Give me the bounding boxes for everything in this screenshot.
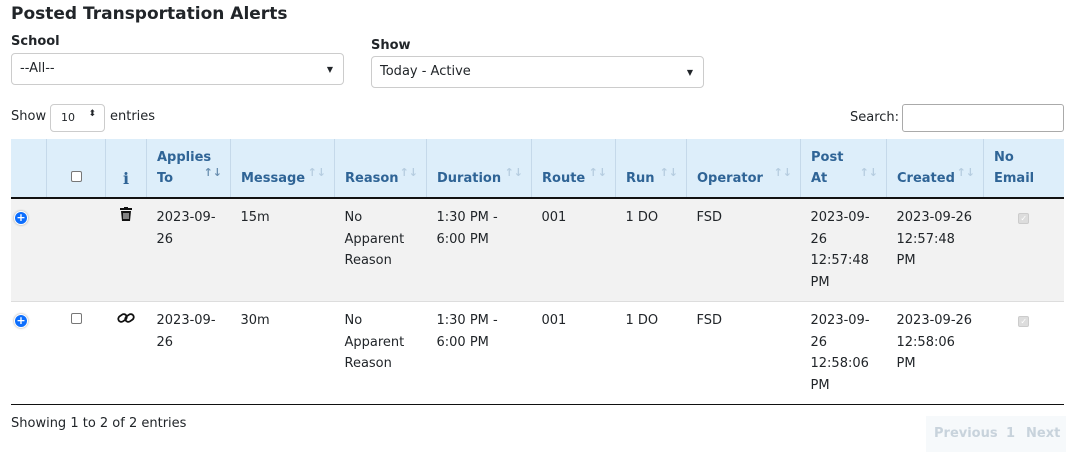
length-entries-label: entries <box>110 109 156 124</box>
reason: No Apparent Reason <box>334 198 427 302</box>
run: 1 DO <box>615 301 687 405</box>
col-label: Message <box>241 171 306 186</box>
previous-button[interactable]: Previous <box>926 416 1006 452</box>
message: 15m <box>230 198 335 302</box>
col-duration[interactable]: Duration ↑↓ <box>426 139 532 199</box>
table-row: + 2023-09-26 15m No Apparent Reason 1:30… <box>11 198 1064 302</box>
col-created[interactable]: Created ↑↓ <box>886 139 984 199</box>
sort-icon: ↑↓ <box>203 166 222 179</box>
expand-header <box>11 139 47 199</box>
col-label: Reason <box>345 171 399 186</box>
col-label: No Email <box>994 150 1035 186</box>
operator: FSD <box>686 198 801 302</box>
col-label: Operator <box>697 171 763 186</box>
post-at: 2023-09-26 12:58:06 PM <box>800 301 887 405</box>
sort-icon: ↑↓ <box>659 166 678 179</box>
show-label: Show <box>371 38 411 53</box>
select-all-header <box>46 139 106 199</box>
sort-icon: ↑↓ <box>588 166 607 179</box>
sort-icon: ↑↓ <box>504 166 523 179</box>
select-all-checkbox[interactable] <box>70 171 82 182</box>
operator: FSD <box>686 301 801 405</box>
run: 1 DO <box>615 198 687 302</box>
alerts-table: i Applies To ↑↓ Message ↑↓ Reason ↑↓ Durati… <box>11 139 1064 405</box>
show-value: Today - Active <box>380 64 471 79</box>
duration: 1:30 PM - 6:00 PM <box>426 301 532 405</box>
page-title: Posted Transportation Alerts <box>11 4 288 24</box>
no-email-checkbox: ✓ <box>1018 213 1030 224</box>
expand-row-icon[interactable]: + <box>15 211 27 224</box>
post-at: 2023-09-26 12:57:48 PM <box>800 198 887 302</box>
search-input[interactable] <box>902 104 1064 132</box>
col-message[interactable]: Message ↑↓ <box>230 139 335 199</box>
school-value: --All-- <box>20 61 55 76</box>
created: 2023-09-26 12:58:06 PM <box>886 301 984 405</box>
trash-icon[interactable] <box>120 207 132 221</box>
row-select-checkbox[interactable] <box>70 313 82 324</box>
col-operator[interactable]: Operator ↑↓ <box>686 139 801 199</box>
col-label: Route <box>542 171 586 186</box>
sort-icon: ↑↓ <box>399 166 418 179</box>
length-show-label: Show <box>11 109 47 124</box>
school-select[interactable]: --All-- ▼ <box>11 53 344 85</box>
message: 30m <box>230 301 335 405</box>
col-no-email: No Email <box>983 139 1064 199</box>
page-1-button[interactable]: 1 <box>1000 416 1022 452</box>
updown-icon: ⬍ <box>88 109 96 119</box>
search-label: Search: <box>850 110 900 125</box>
col-label: Applies To <box>157 150 212 186</box>
sort-icon: ↑↓ <box>956 166 975 179</box>
no-email-checkbox: ✓ <box>1018 316 1030 327</box>
school-label: School <box>11 34 60 49</box>
route: 001 <box>531 301 616 405</box>
info-icon: i <box>105 139 147 199</box>
sort-icon: ↑↓ <box>859 166 878 179</box>
duration: 1:30 PM - 6:00 PM <box>426 198 532 302</box>
col-run[interactable]: Run ↑↓ <box>615 139 687 199</box>
caret-down-icon: ▼ <box>686 68 693 77</box>
caret-down-icon: ▼ <box>326 65 333 74</box>
route: 001 <box>531 198 616 302</box>
page-length-value: 10 <box>61 111 75 124</box>
col-label: Run <box>626 171 655 186</box>
created: 2023-09-26 12:57:48 PM <box>886 198 984 302</box>
table-info: Showing 1 to 2 of 2 entries <box>11 416 187 431</box>
col-applies-to[interactable]: Applies To ↑↓ <box>146 139 231 199</box>
applies-to: 2023-09-26 <box>146 198 231 302</box>
table-row: + 2023-09-26 30m No Apparent Reason 1:30… <box>11 301 1064 405</box>
applies-to: 2023-09-26 <box>146 301 231 405</box>
show-select[interactable]: Today - Active ▼ <box>371 56 704 88</box>
col-label: Duration <box>437 171 502 186</box>
page-length-select[interactable]: 10 ⬍ <box>50 104 105 132</box>
next-button[interactable]: Next <box>1020 416 1067 452</box>
reason: No Apparent Reason <box>334 301 427 405</box>
sort-icon: ↑↓ <box>773 166 792 179</box>
col-label: Post At <box>811 150 844 186</box>
col-reason[interactable]: Reason ↑↓ <box>334 139 427 199</box>
sort-icon: ↑↓ <box>307 166 326 179</box>
link-icon[interactable] <box>117 312 135 324</box>
expand-row-icon[interactable]: + <box>15 314 27 327</box>
col-label: Created <box>897 171 955 186</box>
col-route[interactable]: Route ↑↓ <box>531 139 616 199</box>
col-post-at[interactable]: Post At ↑↓ <box>800 139 887 199</box>
